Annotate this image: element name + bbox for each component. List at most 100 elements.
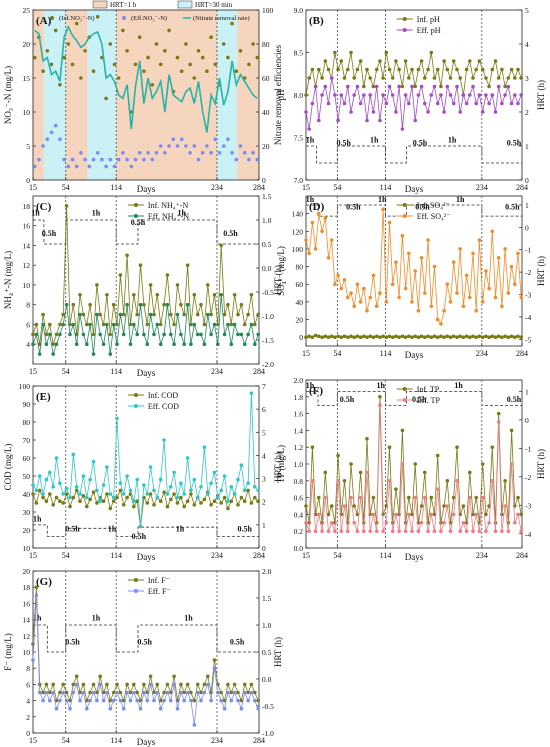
data-point (413, 118, 418, 123)
y-tick-label: 0.6 (294, 494, 304, 503)
data-point (435, 101, 440, 106)
data-point (468, 470, 472, 475)
data-point (175, 495, 180, 500)
data-point (403, 529, 408, 533)
hrt-label: 0.5h (230, 638, 245, 647)
data-point (256, 499, 261, 504)
data-point (256, 332, 261, 337)
x-tick-label: 15 (29, 551, 37, 560)
data-point (358, 300, 363, 304)
data-point (53, 28, 58, 33)
data-point (435, 67, 440, 72)
data-point (212, 499, 217, 504)
data-point (365, 437, 369, 441)
data-point (45, 137, 50, 141)
data-point (426, 529, 430, 533)
data-point (152, 488, 156, 493)
data-point (484, 93, 488, 97)
y-axis-label: SO₄²⁻ (mg/L) (276, 246, 286, 296)
y-tick-label: 0.2 (294, 527, 304, 536)
data-point (138, 698, 143, 703)
data-point (387, 67, 392, 72)
series-line (32, 595, 259, 725)
data-point (506, 335, 511, 340)
data-point (349, 334, 353, 339)
hrt-trace (306, 145, 522, 164)
x-tick-label: 114 (380, 349, 392, 358)
data-point (239, 698, 244, 703)
plot-frame (32, 385, 260, 549)
data-point (236, 332, 240, 337)
legend-label: (Nitrate removal rate) (193, 15, 250, 22)
hrt-band (87, 10, 117, 180)
data-point (336, 479, 340, 483)
data-point (500, 512, 504, 517)
data-point (358, 335, 363, 340)
data-point (135, 477, 139, 482)
data-point (513, 76, 517, 80)
data-point (236, 477, 240, 482)
data-point (451, 101, 456, 106)
data-point (179, 495, 183, 500)
data-point (423, 335, 427, 340)
y2-tick-label: 1 (525, 201, 529, 210)
data-point (451, 260, 456, 265)
data-point (152, 332, 156, 337)
data-point (41, 492, 45, 496)
data-point (487, 286, 491, 291)
data-point (104, 96, 108, 101)
data-point (490, 334, 495, 339)
data-point (503, 93, 507, 97)
data-point (403, 335, 408, 340)
series-line (32, 393, 259, 527)
data-point (477, 529, 482, 533)
data-point (384, 50, 389, 55)
data-point (410, 67, 414, 72)
data-point (439, 521, 443, 525)
data-point (101, 690, 106, 695)
data-point (165, 492, 170, 496)
data-point (179, 481, 183, 486)
data-point (358, 470, 363, 475)
data-point (229, 698, 234, 703)
data-point (165, 682, 170, 687)
data-point (416, 529, 421, 533)
data-point (448, 93, 453, 97)
data-point (78, 499, 82, 504)
data-point (58, 83, 62, 87)
data-point (378, 395, 382, 399)
data-point (239, 706, 244, 711)
data-point (68, 706, 72, 711)
y-tick-label: 8 (26, 664, 30, 673)
data-point (31, 342, 35, 347)
data-point (51, 690, 55, 695)
data-point (212, 666, 217, 670)
data-point (442, 504, 446, 508)
data-point (155, 495, 160, 500)
panel-tag: (A) (36, 15, 52, 27)
y2-tick-label: -1 (525, 444, 531, 453)
data-point (132, 293, 136, 297)
y2-tick-label: 1 (525, 387, 529, 396)
y-tick-label: 5 (26, 142, 30, 151)
data-point (403, 93, 408, 97)
data-point (125, 690, 129, 695)
data-point (61, 492, 65, 496)
data-point (155, 690, 160, 695)
data-point (310, 101, 315, 106)
data-point (256, 706, 261, 711)
x-tick-label: 54 (333, 183, 341, 192)
data-point (374, 67, 379, 72)
legend-swatch (133, 404, 138, 408)
hrt-label: 1h (454, 381, 463, 390)
y2-tick-label: -2.0 (262, 360, 274, 369)
panel-e: 15 54 114 234 284Days10203040506070809010001… (3, 382, 283, 562)
y-tick-label: 20 (296, 316, 304, 325)
y-tick-label: 18 (23, 202, 31, 211)
data-point (206, 312, 210, 317)
data-point (68, 698, 72, 703)
data-point (506, 291, 511, 295)
data-point (195, 690, 200, 695)
data-point (128, 488, 133, 493)
data-point (509, 462, 514, 466)
